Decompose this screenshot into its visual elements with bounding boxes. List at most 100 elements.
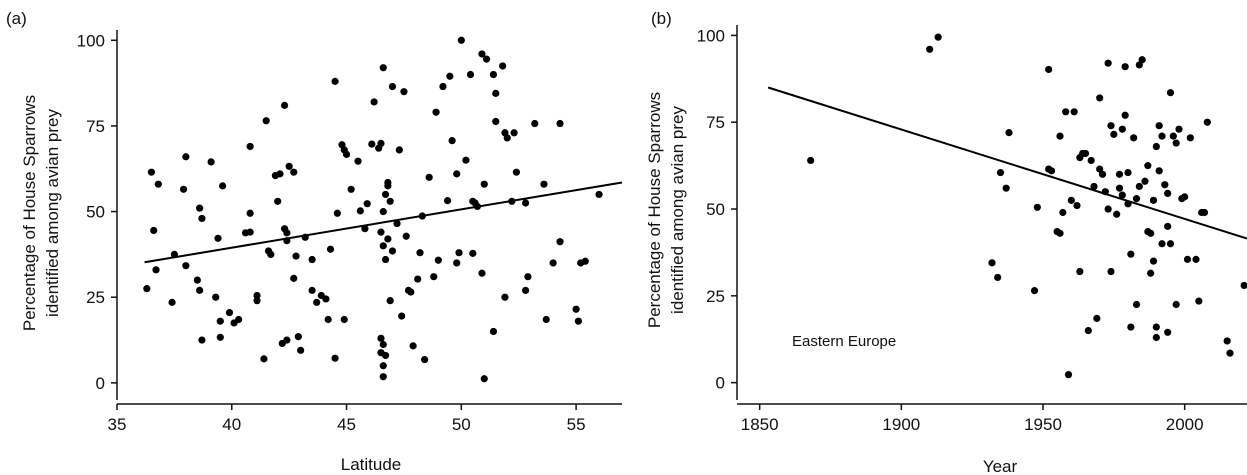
data-point xyxy=(457,36,465,44)
data-point xyxy=(1067,196,1075,204)
x-tick-label: 1900 xyxy=(882,415,920,434)
data-point xyxy=(1118,125,1126,133)
data-point xyxy=(1127,250,1135,258)
data-point xyxy=(453,170,461,178)
data-point xyxy=(478,269,486,277)
data-point xyxy=(214,234,222,242)
data-point xyxy=(478,50,486,58)
x-tick-label: 55 xyxy=(567,415,586,434)
data-point xyxy=(1130,134,1138,142)
y-tick-label: 25 xyxy=(86,288,105,307)
data-point xyxy=(1172,300,1180,309)
data-point xyxy=(1158,240,1166,248)
data-point xyxy=(1124,168,1132,177)
data-point xyxy=(333,209,341,217)
data-point xyxy=(1152,333,1160,342)
data-point xyxy=(1093,314,1101,323)
data-point xyxy=(379,207,387,216)
data-point xyxy=(1166,89,1175,97)
data-point xyxy=(1144,162,1152,170)
data-point xyxy=(393,219,401,228)
x-tick-label: 1950 xyxy=(1024,415,1062,434)
data-point xyxy=(361,225,369,233)
data-point xyxy=(395,146,403,154)
data-point xyxy=(292,252,300,260)
y-tick-label: 75 xyxy=(706,113,725,132)
panel-b-y-axis: 0 25 50 75 100 xyxy=(697,25,738,400)
x-tick-label: 2000 xyxy=(1166,415,1204,434)
data-point xyxy=(1158,132,1166,140)
data-point xyxy=(196,286,204,294)
data-point xyxy=(1132,300,1141,309)
data-point xyxy=(388,82,397,91)
data-point xyxy=(512,168,521,176)
panel-a: (a) Percentage of House Sparrows identif… xyxy=(6,9,623,474)
data-point xyxy=(480,375,488,383)
data-point xyxy=(384,235,392,243)
data-point xyxy=(218,182,227,190)
data-point xyxy=(381,190,390,199)
data-point xyxy=(1084,326,1092,335)
data-point xyxy=(285,162,293,170)
data-point xyxy=(326,245,335,253)
data-point xyxy=(482,55,491,63)
data-point xyxy=(501,293,509,301)
data-point xyxy=(416,249,424,257)
data-point xyxy=(147,168,156,176)
data-point xyxy=(807,156,815,165)
data-point xyxy=(1104,205,1112,213)
data-point xyxy=(379,242,387,250)
data-point xyxy=(1161,181,1169,189)
data-point xyxy=(216,333,224,341)
panel-b-ylabel-line1: Percentage of House Sparrows xyxy=(645,92,664,328)
data-point xyxy=(1155,167,1163,175)
data-point xyxy=(274,197,282,205)
data-point xyxy=(409,342,417,350)
data-point xyxy=(994,273,1002,282)
panel-a-x-axis: 35 40 45 50 55 xyxy=(108,403,622,434)
data-point xyxy=(246,142,254,151)
data-point xyxy=(216,317,224,325)
data-point xyxy=(377,228,385,236)
data-point xyxy=(480,180,488,188)
panel-a-xlabel: Latitude xyxy=(341,455,402,474)
data-point xyxy=(152,266,160,274)
data-point xyxy=(1200,208,1209,217)
panel-b-x-axis: 1850 1900 1950 2000 xyxy=(737,403,1247,434)
data-point xyxy=(1118,191,1126,199)
data-point xyxy=(1076,267,1084,276)
data-point xyxy=(1183,255,1192,263)
data-point xyxy=(347,185,355,193)
data-point xyxy=(294,333,302,341)
data-point xyxy=(521,199,530,207)
y-tick-label: 100 xyxy=(77,31,105,50)
data-point xyxy=(510,129,518,137)
data-point xyxy=(388,247,397,255)
data-point xyxy=(577,259,585,267)
data-point xyxy=(1087,156,1095,165)
data-point xyxy=(370,98,378,106)
data-point xyxy=(489,327,498,336)
data-point xyxy=(1064,371,1073,379)
data-point xyxy=(1135,182,1143,191)
data-point xyxy=(1149,196,1158,204)
data-point xyxy=(283,229,291,237)
data-point xyxy=(1002,184,1010,192)
data-point xyxy=(499,62,507,70)
data-point xyxy=(198,214,206,223)
data-point xyxy=(1240,281,1247,290)
data-point xyxy=(198,336,206,344)
data-point xyxy=(276,170,284,178)
data-point xyxy=(179,185,188,193)
panel-b-xlabel: Year xyxy=(983,457,1018,475)
data-point xyxy=(1062,108,1070,116)
data-point xyxy=(574,317,582,325)
data-point xyxy=(182,153,190,161)
data-point xyxy=(1113,210,1121,218)
panel-b-points xyxy=(807,33,1247,379)
data-point xyxy=(446,72,454,80)
panel-a-y-axis: 0 25 50 75 100 xyxy=(77,30,118,400)
data-point xyxy=(260,355,268,363)
data-point xyxy=(342,150,351,158)
data-point xyxy=(253,291,261,300)
